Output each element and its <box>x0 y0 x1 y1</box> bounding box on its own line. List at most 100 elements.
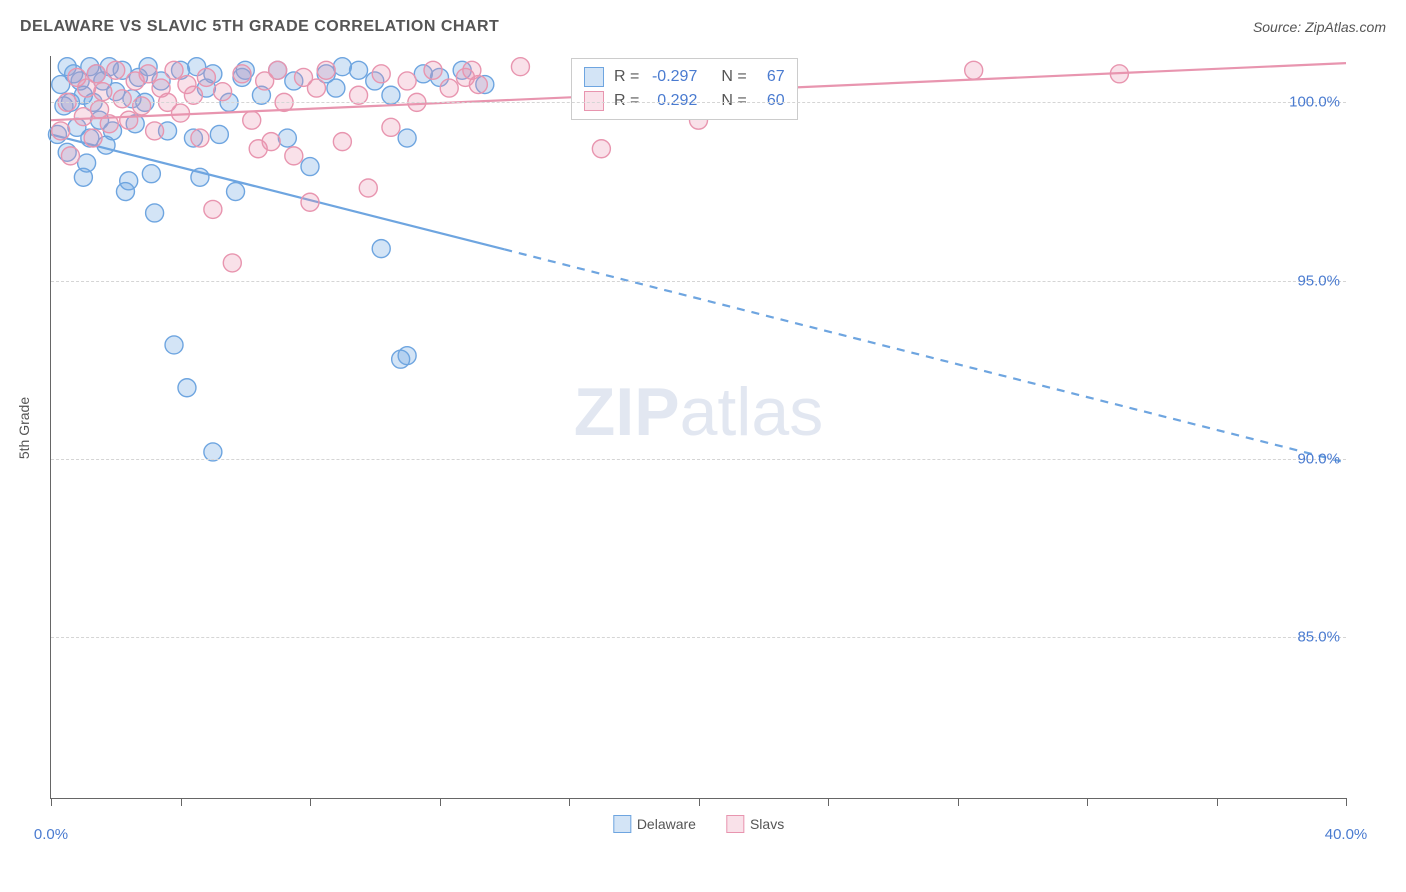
x-tick <box>1346 798 1347 806</box>
legend-swatch <box>613 815 631 833</box>
data-point <box>469 76 487 94</box>
stat-swatch <box>584 91 604 111</box>
data-point <box>333 58 351 76</box>
data-point <box>372 65 390 83</box>
data-point <box>223 254 241 272</box>
legend-item: Delaware <box>613 815 696 833</box>
x-tick <box>569 798 570 806</box>
data-point <box>139 65 157 83</box>
data-point <box>285 147 303 165</box>
x-tick <box>181 798 182 806</box>
data-point <box>243 111 261 129</box>
grid-line <box>51 637 1346 638</box>
data-point <box>227 183 245 201</box>
legend: Delaware Slavs <box>613 815 784 833</box>
stat-n-value: 67 <box>757 68 785 86</box>
chart-plot-area: ZIPatlas R =-0.297N =67R =0.292N =60 Del… <box>50 56 1346 799</box>
data-point <box>61 147 79 165</box>
data-point <box>307 79 325 97</box>
data-point <box>142 165 160 183</box>
data-point <box>359 179 377 197</box>
data-point <box>592 140 610 158</box>
y-tick-label: 90.0% <box>1297 451 1340 468</box>
data-point <box>87 65 105 83</box>
data-point <box>398 72 416 90</box>
legend-item: Slavs <box>726 815 784 833</box>
plot-svg <box>51 56 1346 798</box>
data-point <box>165 336 183 354</box>
data-point <box>84 129 102 147</box>
data-point <box>120 172 138 190</box>
data-point <box>965 61 983 79</box>
chart-header: DELAWARE VS SLAVIC 5TH GRADE CORRELATION… <box>20 18 1386 36</box>
data-point <box>440 79 458 97</box>
chart-source: Source: ZipAtlas.com <box>1253 19 1386 35</box>
data-point <box>178 379 196 397</box>
data-point <box>94 83 112 101</box>
data-point <box>382 118 400 136</box>
data-point <box>262 133 280 151</box>
stat-r-value: 0.292 <box>649 92 697 110</box>
y-axis-label: 5th Grade <box>16 397 32 459</box>
stat-r-label: R = <box>614 68 639 86</box>
data-point <box>372 240 390 258</box>
data-point <box>52 122 70 140</box>
data-point <box>233 65 251 83</box>
data-point <box>398 129 416 147</box>
x-tick-label: 40.0% <box>1325 826 1368 843</box>
data-point <box>74 108 92 126</box>
data-point <box>301 158 319 176</box>
data-point <box>133 97 151 115</box>
legend-label: Slavs <box>750 816 784 832</box>
data-point <box>398 347 416 365</box>
data-point <box>210 125 228 143</box>
grid-line <box>51 102 1346 103</box>
chart-title: DELAWARE VS SLAVIC 5TH GRADE CORRELATION… <box>20 18 499 36</box>
data-point <box>278 129 296 147</box>
x-tick <box>1217 798 1218 806</box>
stat-r-label: R = <box>614 92 639 110</box>
data-point <box>146 204 164 222</box>
data-point <box>269 61 287 79</box>
data-point <box>191 129 209 147</box>
legend-swatch <box>726 815 744 833</box>
data-point <box>327 79 345 97</box>
y-tick-label: 100.0% <box>1289 94 1340 111</box>
x-tick <box>440 798 441 806</box>
legend-label: Delaware <box>637 816 696 832</box>
correlation-stat-box: R = -0.297 N = 67 R = 0.292 N = 60 <box>571 58 798 120</box>
data-point <box>78 154 96 172</box>
x-tick <box>958 798 959 806</box>
y-tick-label: 85.0% <box>1297 629 1340 646</box>
stat-n-label: N = <box>721 92 746 110</box>
data-point <box>146 122 164 140</box>
grid-line <box>51 281 1346 282</box>
x-tick-label: 0.0% <box>34 826 68 843</box>
stat-row: R = 0.292 N = 60 <box>584 89 785 113</box>
y-tick-label: 95.0% <box>1297 272 1340 289</box>
stat-swatch <box>584 67 604 87</box>
x-tick <box>828 798 829 806</box>
stat-n-value: 60 <box>757 92 785 110</box>
data-point <box>197 68 215 86</box>
x-tick <box>699 798 700 806</box>
x-tick <box>1087 798 1088 806</box>
stat-r-value: -0.297 <box>649 68 697 86</box>
data-point <box>204 200 222 218</box>
data-point <box>165 61 183 79</box>
x-tick <box>51 798 52 806</box>
data-point <box>424 61 442 79</box>
stat-row: R = -0.297 N = 67 <box>584 65 785 89</box>
data-point <box>301 193 319 211</box>
data-point <box>511 58 529 76</box>
x-tick <box>310 798 311 806</box>
data-point <box>172 104 190 122</box>
data-point <box>113 90 131 108</box>
data-point <box>107 61 125 79</box>
stat-n-label: N = <box>721 68 746 86</box>
data-point <box>350 61 368 79</box>
data-point <box>120 111 138 129</box>
data-point <box>333 133 351 151</box>
grid-line <box>51 459 1346 460</box>
data-point <box>317 61 335 79</box>
